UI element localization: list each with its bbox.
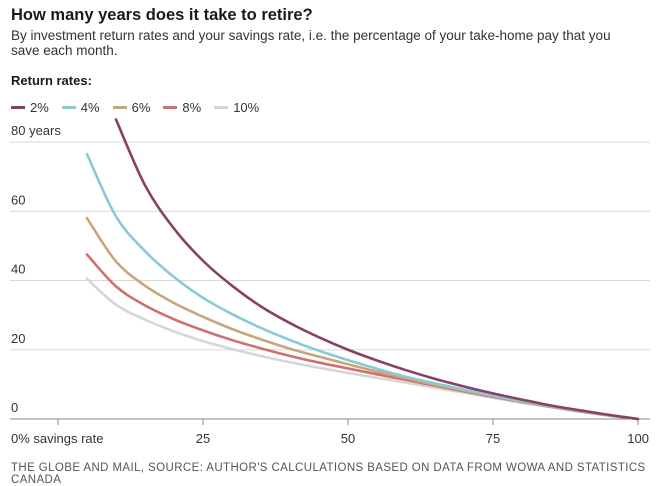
gridlines bbox=[10, 141, 650, 420]
chart-title: How many years does it take to retire? bbox=[11, 6, 313, 24]
source-note: THE GLOBE AND MAIL, SOURCE: AUTHOR'S CAL… bbox=[11, 462, 646, 486]
legend-swatch-6pct bbox=[112, 106, 127, 109]
y-tick-label: 0 bbox=[11, 400, 18, 415]
x-tick-label: 100 bbox=[627, 431, 649, 446]
x-tick-label: 25 bbox=[196, 431, 210, 446]
legend-label-10pct: 10% bbox=[233, 100, 260, 115]
legend-label-6pct: 6% bbox=[131, 100, 151, 115]
series-line-4pct bbox=[85, 152, 640, 421]
y-tick-label: 80 years bbox=[11, 123, 61, 138]
series-line-2pct bbox=[114, 118, 640, 421]
legend-title: Return rates: bbox=[11, 73, 92, 88]
legend-swatch-2pct bbox=[11, 106, 25, 109]
legend-swatch-8pct bbox=[163, 106, 178, 109]
y-tick-label: 20 bbox=[11, 331, 25, 346]
x-axis-ticks bbox=[57, 419, 639, 425]
x-tick-label: 0% savings rate bbox=[11, 431, 104, 446]
legend-item-8pct: 8% bbox=[163, 100, 201, 115]
legend-item-4pct: 4% bbox=[61, 100, 100, 115]
legend-item-2pct: 2% bbox=[11, 100, 49, 115]
legend-item-6pct: 6% bbox=[112, 100, 151, 115]
y-tick-label: 60 bbox=[11, 192, 25, 207]
legend: 2% 4% 6% 8% 10% bbox=[11, 100, 272, 115]
chart-subtitle: By investment return rates and your savi… bbox=[11, 28, 611, 58]
x-tick-label: 50 bbox=[341, 431, 355, 446]
legend-swatch-4pct bbox=[61, 106, 76, 109]
legend-swatch-10pct bbox=[214, 106, 229, 109]
legend-label-2pct: 2% bbox=[30, 100, 49, 115]
axis-labels: 0 20 40 60 80 years 0% savings rate 25 50 75 100 bbox=[11, 123, 649, 446]
series-lines bbox=[85, 118, 640, 421]
legend-label-4pct: 4% bbox=[80, 100, 100, 115]
series-line-8pct bbox=[85, 253, 640, 421]
x-tick-label: 75 bbox=[486, 431, 500, 446]
y-tick-label: 40 bbox=[11, 262, 25, 277]
legend-label-8pct: 8% bbox=[182, 100, 202, 115]
legend-item-10pct: 10% bbox=[214, 100, 259, 115]
